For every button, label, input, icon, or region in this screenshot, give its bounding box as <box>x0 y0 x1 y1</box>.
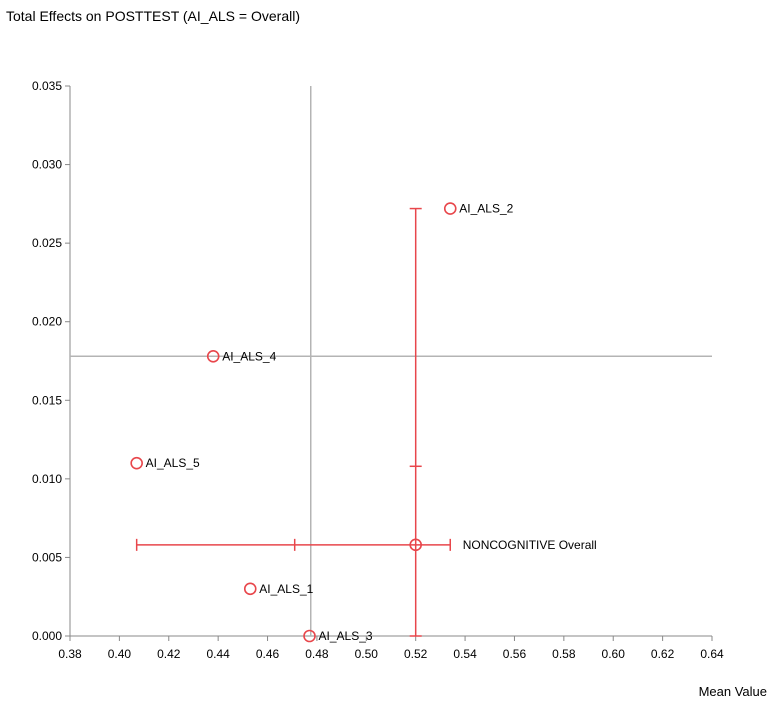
x-tick-label: 0.40 <box>108 647 132 661</box>
x-tick-label: 0.38 <box>58 647 82 661</box>
y-tick-label: 0.005 <box>32 550 62 564</box>
data-point-label: AI_ALS_2 <box>459 202 513 216</box>
data-point-label: AI_ALS_5 <box>146 456 200 470</box>
data-point <box>130 456 143 470</box>
x-tick-label: 0.44 <box>206 647 230 661</box>
x-tick-label: 0.56 <box>503 647 527 661</box>
x-tick-label: 0.46 <box>256 647 280 661</box>
y-tick-label: 0.015 <box>32 393 62 407</box>
data-point <box>206 349 220 363</box>
y-tick-label: 0.020 <box>32 315 62 329</box>
x-tick-label: 0.42 <box>157 647 181 661</box>
data-point-label: AI_ALS_3 <box>319 629 373 643</box>
x-tick-label: 0.58 <box>552 647 576 661</box>
y-tick-label: 0.035 <box>32 79 62 93</box>
x-tick-label: 0.60 <box>602 647 626 661</box>
y-tick-label: 0.000 <box>32 629 62 643</box>
x-tick-label: 0.64 <box>700 647 724 661</box>
overall-point <box>409 538 422 552</box>
x-tick-label: 0.50 <box>355 647 379 661</box>
x-tick-label: 0.54 <box>453 647 477 661</box>
chart-title: Total Effects on POSTTEST (AI_ALS = Over… <box>6 8 300 24</box>
x-tick-label: 0.52 <box>404 647 428 661</box>
data-point-label: AI_ALS_1 <box>259 582 313 596</box>
x-axis-label: Mean Value <box>698 684 767 699</box>
y-tick-label: 0.030 <box>32 158 62 172</box>
x-tick-label: 0.62 <box>651 647 675 661</box>
x-tick-label: 0.48 <box>305 647 329 661</box>
y-tick-label: 0.010 <box>32 472 62 486</box>
data-point <box>243 582 257 596</box>
overall-point-label: NONCOGNITIVE Overall <box>463 538 597 552</box>
data-point <box>303 629 316 643</box>
data-point-label: AI_ALS_4 <box>222 349 276 363</box>
y-tick-label: 0.025 <box>32 236 62 250</box>
data-point <box>443 202 457 215</box>
